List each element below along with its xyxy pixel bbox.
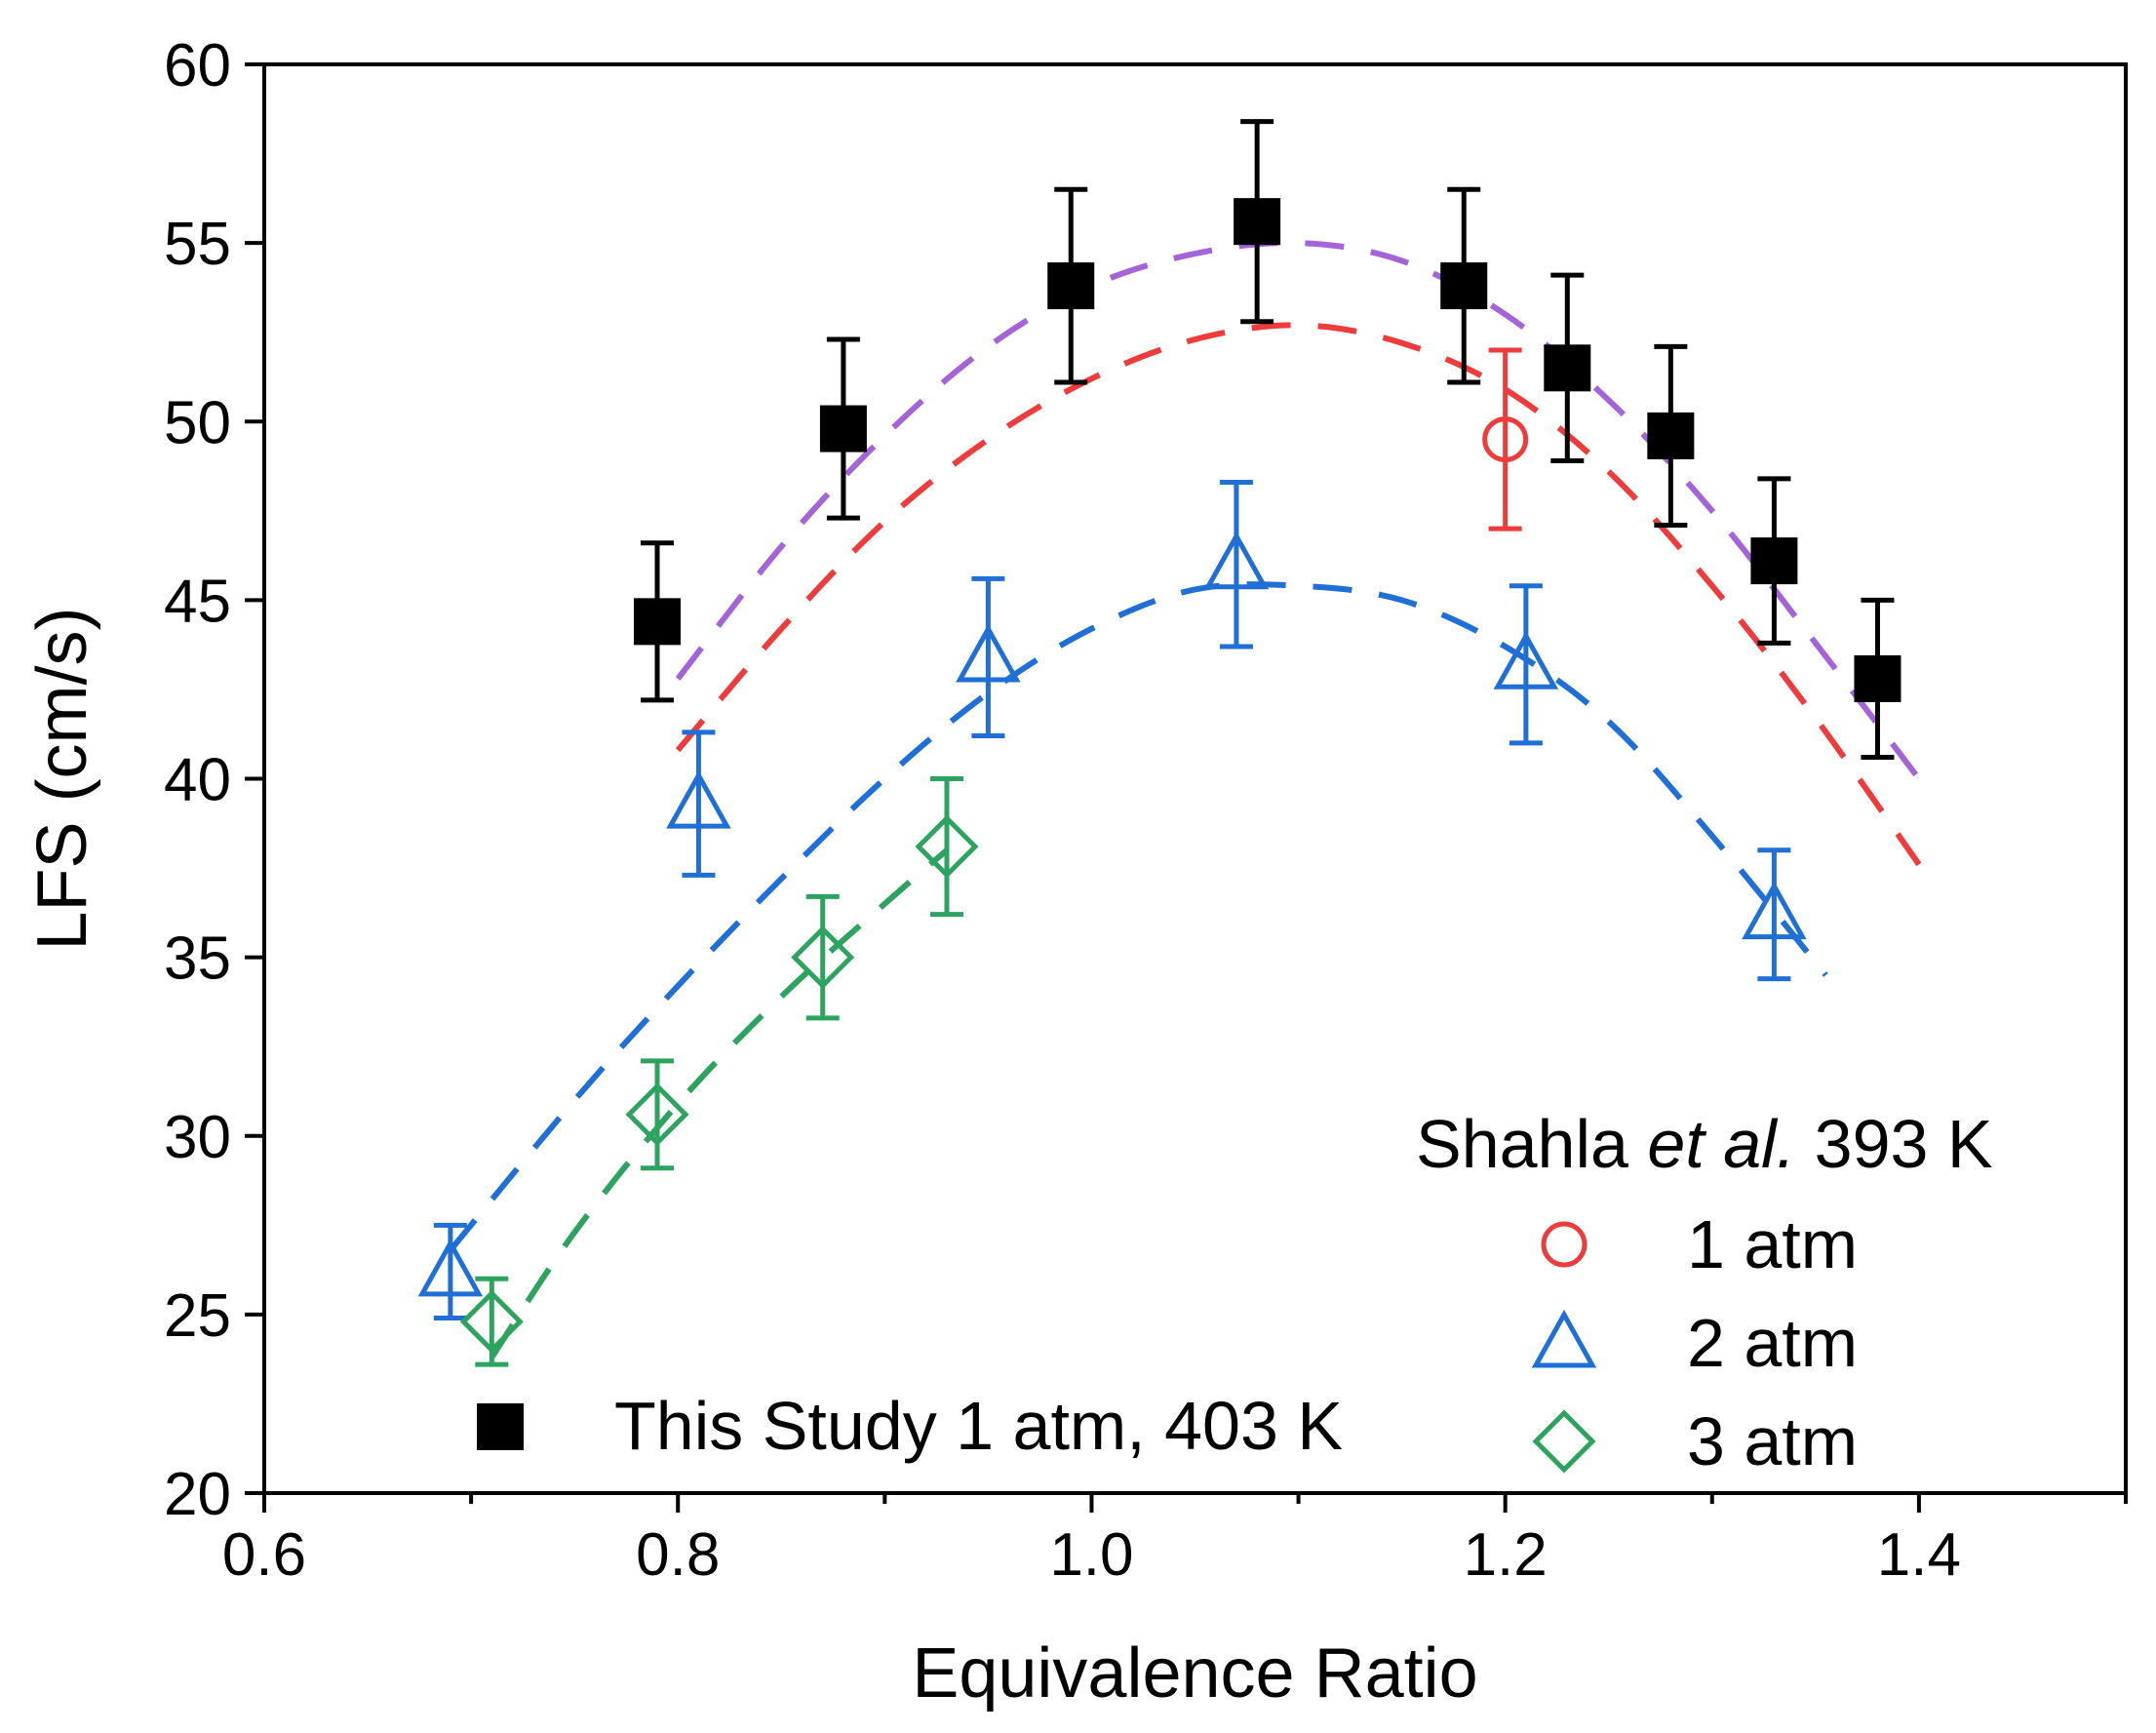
legend-label: This Study 1 atm, 403 K — [614, 1388, 1343, 1464]
y-tick-label: 50 — [164, 389, 231, 456]
series-1 — [1482, 347, 1529, 532]
data-point — [634, 598, 682, 646]
series-2 — [417, 480, 1807, 1321]
data-point — [666, 770, 731, 829]
legend: This Study 1 atm, 403 K Shahla et al. 393… — [477, 1106, 1993, 1479]
y-tick-label: 25 — [164, 1282, 231, 1350]
legend-title-name: Shahla — [1416, 1106, 1647, 1182]
x-tick-label: 1.2 — [1464, 1521, 1548, 1589]
y-tick-label: 45 — [164, 568, 231, 635]
series-0 — [634, 119, 1901, 761]
data-point — [1647, 412, 1695, 459]
data-point — [1440, 262, 1488, 310]
legend-marker — [1532, 1409, 1596, 1474]
data-point — [1203, 531, 1270, 590]
legend-item-1-atm: 1 atm — [1541, 1206, 1858, 1282]
data-point — [1482, 416, 1529, 463]
data-point — [1750, 537, 1798, 585]
y-tick-label: 35 — [164, 926, 231, 993]
data-point — [625, 1083, 689, 1147]
legend-title-suffix: 393 K — [1795, 1106, 1992, 1182]
series-3 — [459, 776, 979, 1367]
data-series — [417, 119, 1901, 1367]
data-point — [1544, 344, 1591, 392]
legend-title-italic: et al. — [1647, 1106, 1795, 1182]
data-point — [1047, 262, 1095, 310]
y-axis-label: LFS (cm/s) — [23, 608, 101, 951]
fit-curve-3 — [489, 847, 949, 1359]
x-tick-label: 0.6 — [222, 1521, 306, 1589]
y-tick-label: 30 — [164, 1104, 231, 1171]
fit-curve-0 — [675, 239, 1922, 781]
fit-curve-1 — [675, 322, 1922, 867]
legend-marker — [1531, 1309, 1597, 1368]
data-point — [819, 405, 867, 453]
legend-item-3-atm: 3 atm — [1532, 1403, 1858, 1479]
data-point — [791, 926, 855, 990]
data-point — [915, 814, 979, 879]
legend-marker — [1541, 1221, 1588, 1268]
fit-curves — [448, 239, 1922, 1359]
legend-marker — [477, 1403, 524, 1450]
legend-item-this-study: This Study 1 atm, 403 K — [477, 1388, 1343, 1464]
fit-curve-2 — [448, 581, 1828, 1252]
legend-label: 1 atm — [1687, 1206, 1858, 1282]
legend-label: 3 atm — [1687, 1403, 1858, 1479]
data-point — [1854, 654, 1901, 702]
x-tick-label: 1.0 — [1049, 1521, 1133, 1589]
y-tick-label: 40 — [164, 747, 231, 814]
x-tick-label: 1.4 — [1877, 1521, 1961, 1589]
data-point — [1742, 881, 1807, 940]
x-axis-label: Equivalence Ratio — [912, 1635, 1477, 1713]
y-tick-label: 20 — [164, 1461, 231, 1528]
legend-group-title: Shahla et al. 393 K — [1416, 1106, 1993, 1182]
x-tick-label: 0.8 — [636, 1521, 720, 1589]
data-point — [1493, 631, 1559, 689]
legend-label: 2 atm — [1687, 1305, 1858, 1381]
data-point — [1234, 198, 1281, 246]
y-tick-label: 55 — [164, 211, 231, 278]
data-point — [459, 1289, 524, 1354]
legend-item-2-atm: 2 atm — [1531, 1305, 1858, 1381]
data-point — [956, 623, 1021, 683]
axes: 0.6 0.8 1.0 1.2 1.4 20 25 30 35 40 45 50 55 60 Equival… — [23, 32, 2128, 1713]
y-tick-label: 60 — [164, 32, 231, 99]
data-point — [417, 1238, 484, 1297]
